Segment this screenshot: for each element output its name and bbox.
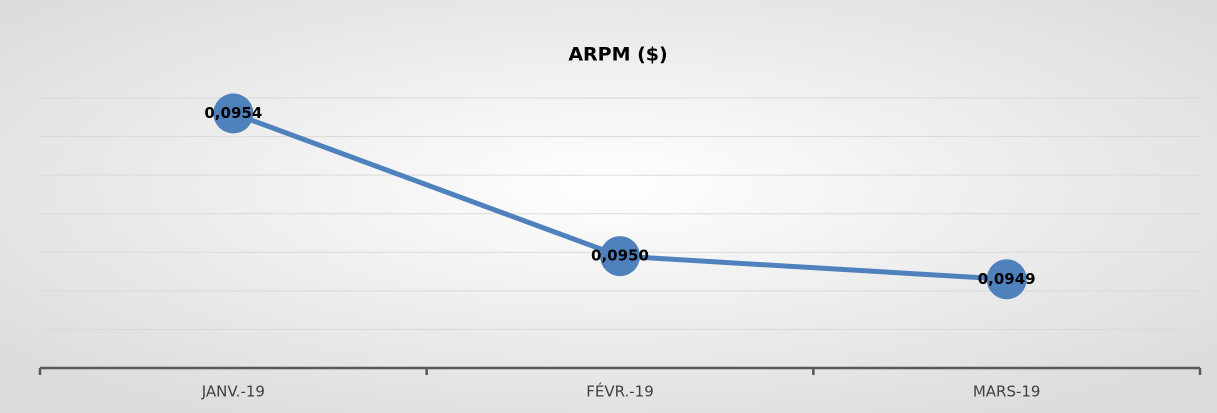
marker — [986, 259, 1027, 300]
data-label: 0,0950 — [591, 247, 649, 265]
x-tick-label: JANV.-19 — [201, 383, 265, 401]
x-tick-label: MARS-19 — [973, 383, 1041, 401]
data-label: 0,0954 — [204, 104, 262, 122]
marker — [600, 236, 640, 277]
marker — [213, 93, 254, 134]
data-label: 0,0949 — [978, 270, 1036, 288]
x-tick-label: FÉVR.-19 — [586, 382, 654, 401]
chart-title: ARPM ($) — [568, 44, 667, 66]
